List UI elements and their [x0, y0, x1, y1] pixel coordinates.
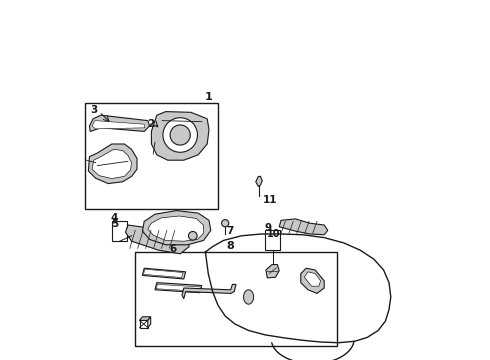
- Polygon shape: [256, 176, 262, 186]
- Circle shape: [221, 220, 229, 227]
- Bar: [265, 230, 280, 250]
- Text: 6: 6: [170, 244, 176, 254]
- Polygon shape: [143, 268, 186, 279]
- Text: 8: 8: [226, 240, 234, 251]
- Bar: [112, 221, 127, 241]
- Polygon shape: [125, 225, 189, 254]
- Bar: [85, 103, 218, 209]
- Text: 5: 5: [111, 219, 118, 229]
- Polygon shape: [155, 283, 202, 293]
- Circle shape: [170, 125, 190, 145]
- Text: 9: 9: [264, 222, 271, 233]
- Polygon shape: [90, 115, 149, 131]
- Polygon shape: [143, 211, 211, 245]
- Text: 10: 10: [267, 229, 280, 239]
- Polygon shape: [156, 284, 200, 291]
- Polygon shape: [144, 269, 183, 278]
- Polygon shape: [151, 112, 209, 160]
- Polygon shape: [182, 284, 236, 299]
- Text: 7: 7: [226, 226, 234, 236]
- Polygon shape: [140, 317, 151, 320]
- Text: 3: 3: [90, 105, 98, 115]
- Polygon shape: [301, 268, 324, 293]
- Text: 2: 2: [147, 119, 154, 129]
- Polygon shape: [92, 149, 132, 179]
- Circle shape: [189, 231, 197, 240]
- Text: 11: 11: [263, 195, 277, 205]
- Polygon shape: [279, 219, 328, 235]
- Text: 4: 4: [111, 213, 119, 223]
- Polygon shape: [88, 144, 137, 184]
- Bar: [135, 252, 337, 346]
- Polygon shape: [148, 317, 151, 328]
- Polygon shape: [148, 216, 204, 241]
- Polygon shape: [304, 272, 320, 286]
- Polygon shape: [244, 290, 254, 304]
- Circle shape: [163, 118, 197, 152]
- Text: 1: 1: [205, 92, 213, 102]
- Polygon shape: [92, 121, 145, 129]
- Polygon shape: [266, 265, 279, 278]
